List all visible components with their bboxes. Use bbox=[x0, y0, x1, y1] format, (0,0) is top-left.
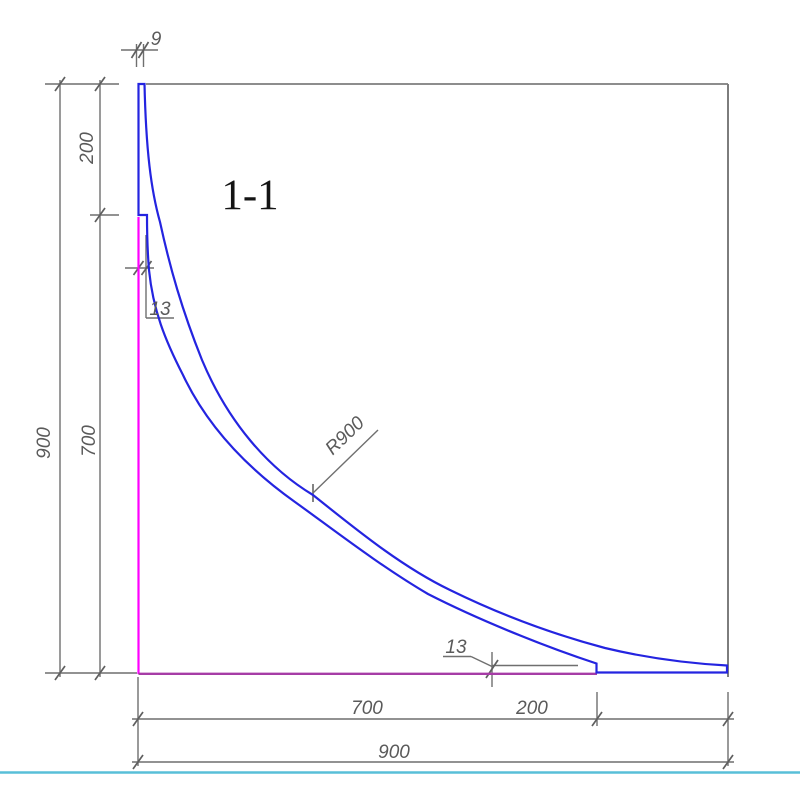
dim-text-bottom-segment-left: 700 bbox=[351, 698, 383, 719]
dim-text-ledge-thickness: 13 bbox=[445, 637, 467, 658]
dim-text-bottom-overall: 900 bbox=[378, 742, 410, 763]
dim-text-left-segment-lower: 700 bbox=[79, 425, 100, 457]
dimension-lines bbox=[45, 44, 734, 766]
dim-text-top-wall-thickness: 9 bbox=[151, 29, 162, 50]
dim-text-left-overall: 900 bbox=[34, 427, 55, 459]
dim-text-wall-thickness-at-step: 13 bbox=[149, 299, 171, 320]
section-title: 1-1 bbox=[221, 172, 278, 219]
wall-profile-outline bbox=[137, 82, 729, 674]
dimension-ticks bbox=[54, 41, 734, 770]
leader-radius bbox=[312, 429, 379, 494]
dim-text-bottom-segment-right: 200 bbox=[515, 698, 548, 719]
dim-text-left-segment-upper: 200 bbox=[77, 132, 98, 165]
leader-13-lower-diagonal bbox=[470, 655, 493, 668]
radius-label: R900 bbox=[322, 412, 370, 459]
drawing-frame bbox=[146, 83, 729, 677]
dimension-texts: 1-1 9 200 700 900 13 13 R900 700 200 900 bbox=[34, 29, 548, 763]
